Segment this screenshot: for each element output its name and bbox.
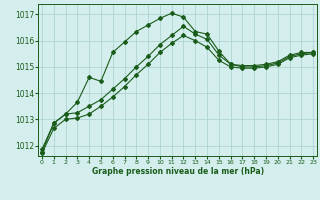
X-axis label: Graphe pression niveau de la mer (hPa): Graphe pression niveau de la mer (hPa): [92, 167, 264, 176]
